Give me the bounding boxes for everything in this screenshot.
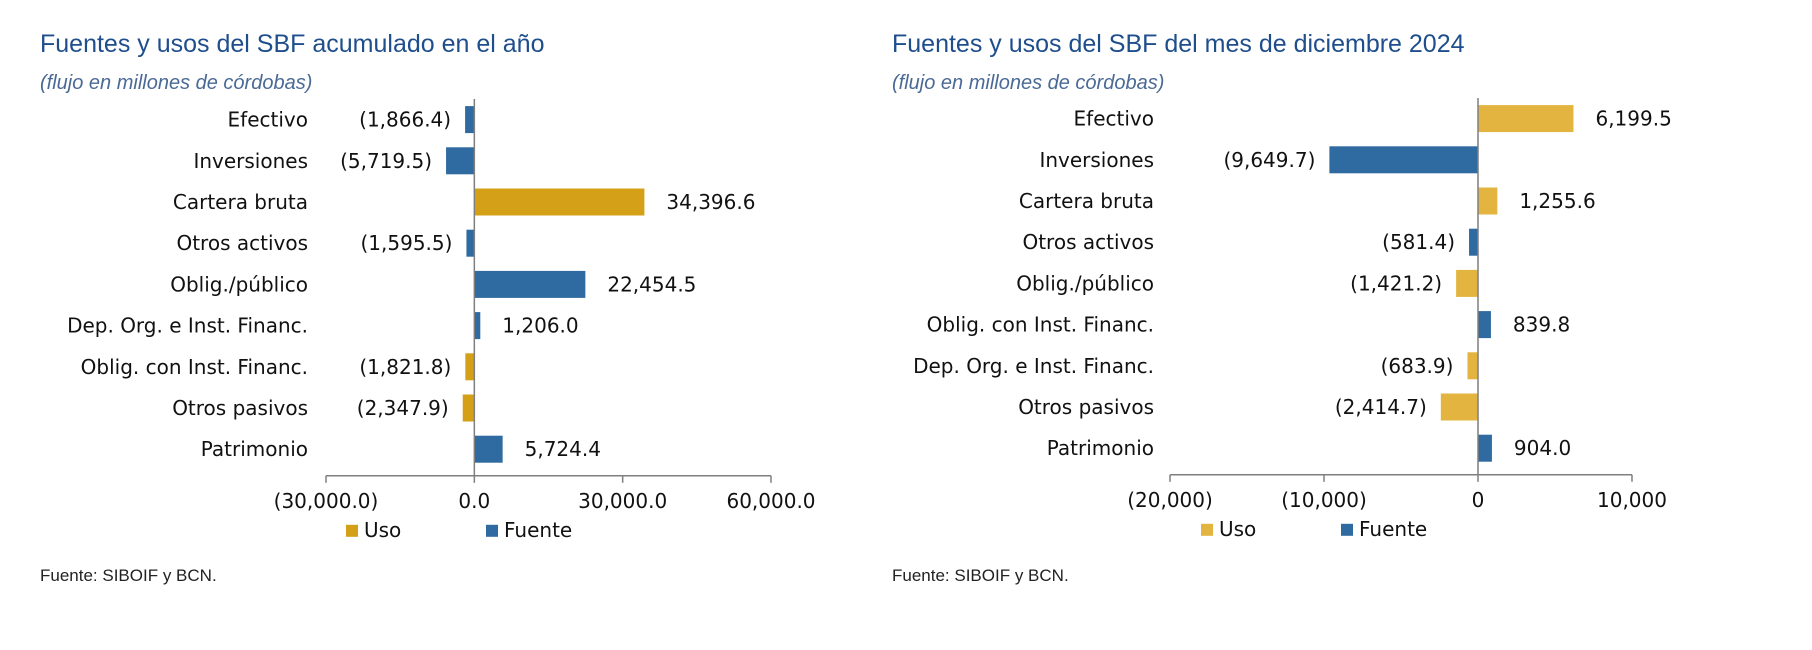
data-label: 1,206.0: [502, 314, 578, 338]
bar-chart-accumulated: Efectivo (1,866.4) Inversiones (5,719.5) Car…: [67, 99, 816, 542]
x-tick-label: 60,000.0: [726, 489, 815, 513]
bar: [462, 394, 475, 422]
bar: [465, 106, 475, 134]
category-label: Oblig./público: [1016, 271, 1154, 295]
data-label: 904.0: [1514, 436, 1571, 460]
category-label: Otros pasivos: [172, 396, 308, 420]
chart-panel-accumulated: Fuentes y usos del SBF acumulado en el a…: [0, 0, 880, 650]
bar: [474, 270, 586, 298]
x-tick-label: (20,000): [1127, 488, 1213, 512]
chart-panel-december: Fuentes y usos del SBF del mes de diciem…: [880, 0, 1812, 650]
data-label: (683.9): [1381, 354, 1454, 378]
data-label: 6,199.5: [1595, 107, 1671, 131]
chart-title: Fuentes y usos del SBF del mes de diciem…: [892, 30, 1465, 58]
legend-swatch-fuente: [486, 524, 498, 537]
data-label: 34,396.6: [666, 190, 755, 214]
x-tick-label: 0: [1472, 488, 1485, 512]
data-label: 22,454.5: [607, 272, 696, 296]
legend-label-uso: Uso: [1219, 517, 1256, 541]
category-label: Cartera bruta: [1019, 189, 1154, 213]
category-label: Oblig. con Inst. Financ.: [81, 355, 308, 379]
bar: [1478, 187, 1498, 215]
bar: [1478, 311, 1491, 339]
category-label: Patrimonio: [1047, 436, 1154, 460]
bar: [1456, 269, 1478, 297]
data-label: (1,821.8): [359, 355, 451, 379]
bar: [1440, 393, 1478, 421]
bar: [1329, 146, 1478, 174]
source-note: Fuente: SIBOIF y BCN.: [892, 566, 1069, 585]
category-label: Otros pasivos: [1018, 395, 1154, 419]
bar: [465, 353, 475, 381]
legend-label-fuente: Fuente: [504, 518, 572, 542]
legend-swatch-fuente: [1341, 523, 1353, 536]
x-tick-label: 10,000: [1597, 488, 1667, 512]
x-tick-label: (10,000): [1281, 488, 1367, 512]
bar: [1467, 352, 1478, 380]
category-label: Dep. Org. e Inst. Financ.: [67, 314, 308, 338]
bar-chart-december: Efectivo 6,199.5 Inversiones (9,649.7) Carte…: [913, 98, 1672, 541]
bar: [474, 188, 645, 216]
data-label: (1,866.4): [359, 108, 451, 132]
bar: [1469, 228, 1478, 256]
category-label: Oblig. con Inst. Financ.: [927, 313, 1154, 337]
data-label: 839.8: [1513, 313, 1570, 337]
legend-swatch-uso: [1201, 523, 1213, 536]
data-label: (581.4): [1382, 230, 1455, 254]
chart-subtitle: (flujo en millones de córdobas): [892, 72, 1165, 94]
data-label: (9,649.7): [1223, 148, 1315, 172]
category-label: Patrimonio: [201, 437, 308, 461]
x-tick-label: 0.0: [458, 489, 490, 513]
bar: [446, 147, 475, 175]
chart-title: Fuentes y usos del SBF acumulado en el a…: [40, 30, 545, 58]
bar: [466, 229, 475, 257]
data-label: (2,347.9): [357, 396, 449, 420]
category-label: Inversiones: [1039, 148, 1154, 172]
bar: [1478, 105, 1574, 133]
category-label: Efectivo: [1074, 107, 1154, 131]
category-label: Cartera bruta: [173, 190, 308, 214]
data-label: (5,719.5): [340, 149, 432, 173]
category-label: Efectivo: [228, 108, 308, 132]
category-label: Otros activos: [176, 231, 308, 255]
bar: [474, 312, 481, 340]
data-label: (1,421.2): [1350, 271, 1442, 295]
bar: [1478, 434, 1492, 462]
category-label: Otros activos: [1022, 230, 1154, 254]
data-label: (1,595.5): [360, 231, 452, 255]
category-label: Oblig./público: [170, 272, 308, 296]
x-tick-label: (30,000.0): [274, 489, 379, 513]
data-label: (2,414.7): [1335, 395, 1427, 419]
data-label: 5,724.4: [525, 437, 601, 461]
source-note: Fuente: SIBOIF y BCN.: [40, 566, 217, 585]
chart-subtitle: (flujo en millones de córdobas): [40, 72, 313, 94]
bar: [474, 435, 503, 463]
category-label: Dep. Org. e Inst. Financ.: [913, 354, 1154, 378]
legend-label-fuente: Fuente: [1359, 517, 1427, 541]
legend-label-uso: Uso: [364, 518, 401, 542]
data-label: 1,255.6: [1519, 189, 1595, 213]
x-tick-label: 30,000.0: [578, 489, 667, 513]
legend-swatch-uso: [346, 524, 358, 537]
category-label: Inversiones: [193, 149, 308, 173]
